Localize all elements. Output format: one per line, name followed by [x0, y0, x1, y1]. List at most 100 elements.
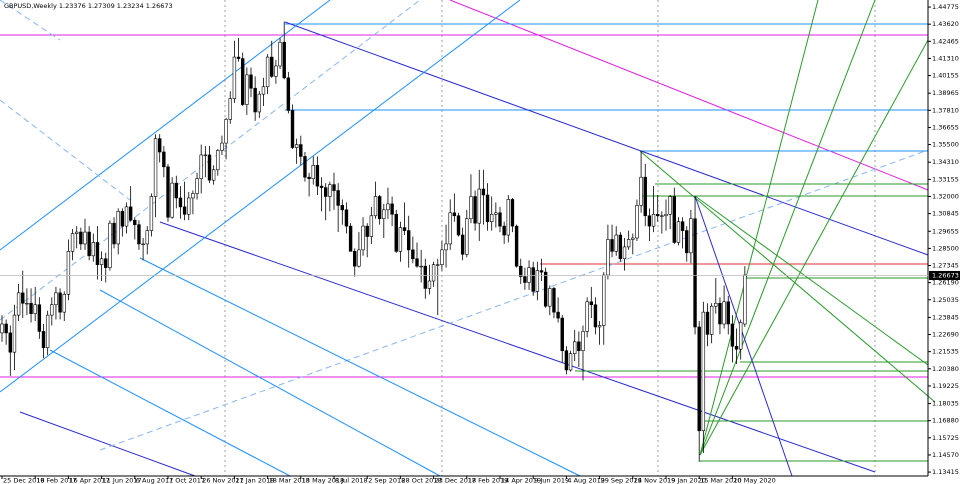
y-tick-label: 1.13415 [932, 468, 959, 476]
y-tick-label: 1.18035 [932, 400, 959, 408]
candle-body [33, 304, 37, 314]
channel-line [284, 21, 929, 256]
candle-body [290, 110, 295, 148]
candle-body [502, 225, 506, 236]
candle-body [307, 176, 311, 179]
y-tick-label: 1.35500 [932, 141, 959, 149]
candle-body [618, 234, 623, 260]
pitchfork-line [99, 149, 929, 451]
y-tick-label: 1.42465 [932, 37, 959, 45]
x-tick-label: 2 Sep 2018 [368, 477, 405, 484]
candle-body [83, 231, 87, 245]
candle-body [191, 193, 195, 199]
candle-body [120, 211, 125, 227]
y-tick-label: 1.38965 [932, 89, 959, 97]
candle-body [382, 209, 386, 220]
y-tick-label: 1.22690 [932, 331, 959, 339]
x-tick-label: 18 Mar 2018 [269, 477, 310, 484]
candle-body [41, 331, 46, 349]
y-tick-label: 1.34310 [932, 158, 959, 166]
candle-body [689, 218, 693, 254]
x-tick-label: 1 Oct 2017 [169, 477, 205, 484]
candle-body [278, 41, 282, 67]
candle-body [460, 234, 465, 255]
candle-body [714, 302, 718, 307]
pitchfork-line [0, 99, 131, 201]
pitchfork-line [139, 257, 581, 477]
x-tick-label: 19 Jan 2020 [667, 477, 706, 484]
candle-body [178, 197, 183, 208]
candle-body [75, 231, 79, 234]
candle-body [104, 258, 108, 268]
candle-body [328, 184, 332, 197]
candle-body [693, 218, 697, 328]
candle-body [402, 227, 407, 231]
candle-body [564, 350, 569, 371]
candle-body [29, 302, 33, 314]
y-tick-label: 1.14570 [932, 451, 959, 459]
candle-body [622, 246, 627, 260]
candle-body [299, 144, 303, 157]
candle-body [639, 176, 643, 206]
pitchfork-line [0, 0, 61, 41]
x-tick-label: 4 Aug 2019 [567, 477, 605, 484]
candle-body [427, 280, 432, 289]
x-tick-label: 26 Nov 2017 [202, 477, 244, 484]
candle-body [452, 212, 457, 217]
candle-body [506, 199, 510, 236]
separators [224, 0, 876, 476]
x-tick-label: 19 Feb 2017 [36, 477, 76, 484]
candle-body [660, 215, 664, 217]
y-tick-label: 1.27345 [932, 262, 959, 270]
pitchfork-line [99, 289, 441, 477]
pitchfork-line [49, 349, 291, 477]
candle-body [556, 311, 560, 319]
candle-body [203, 154, 208, 157]
candle-body [743, 274, 747, 325]
candle-body [369, 215, 374, 237]
candle-body [680, 221, 685, 231]
candle-body [697, 326, 701, 432]
candle-body [730, 323, 735, 347]
candle-body [676, 221, 681, 243]
candle-body [444, 243, 448, 251]
y-tick-label: 1.36655 [932, 123, 959, 131]
y-tick-label: 1.41310 [932, 54, 959, 62]
candle-body [253, 87, 257, 113]
candle-body [494, 212, 498, 215]
trend-line [449, 0, 929, 191]
candle-body [531, 267, 535, 292]
candle-body [62, 294, 66, 313]
candle-body [286, 77, 291, 111]
candle-body [353, 251, 357, 267]
x-tick-label: 14 Apr 2019 [501, 477, 541, 484]
candle-body [626, 239, 631, 248]
candle-body [709, 305, 714, 335]
candle-body [655, 213, 660, 217]
candle-body [597, 325, 602, 328]
y-tick-label: 1.16880 [932, 417, 959, 425]
candle-body [228, 98, 232, 120]
candle-body [701, 311, 706, 432]
y-tick-label: 1.33155 [932, 175, 959, 183]
candle-body [95, 242, 100, 265]
candle-body [282, 41, 286, 79]
candle-body [37, 304, 42, 332]
candle-body [357, 249, 361, 267]
candle-body [108, 222, 112, 268]
candle-body [560, 317, 564, 351]
candle-body [50, 304, 54, 316]
candle-body [45, 314, 50, 349]
candle-body [377, 196, 382, 220]
candle-body [722, 301, 726, 325]
candle-body [16, 292, 21, 316]
candle-body [340, 205, 344, 211]
candle-body [668, 196, 672, 215]
x-tick-label: 24 Nov 2019 [634, 477, 676, 484]
y-tick-label: 1.37810 [932, 106, 959, 114]
candle-body [249, 74, 253, 89]
candle-body [265, 56, 270, 88]
y-tick-label: 1.32000 [932, 192, 959, 200]
